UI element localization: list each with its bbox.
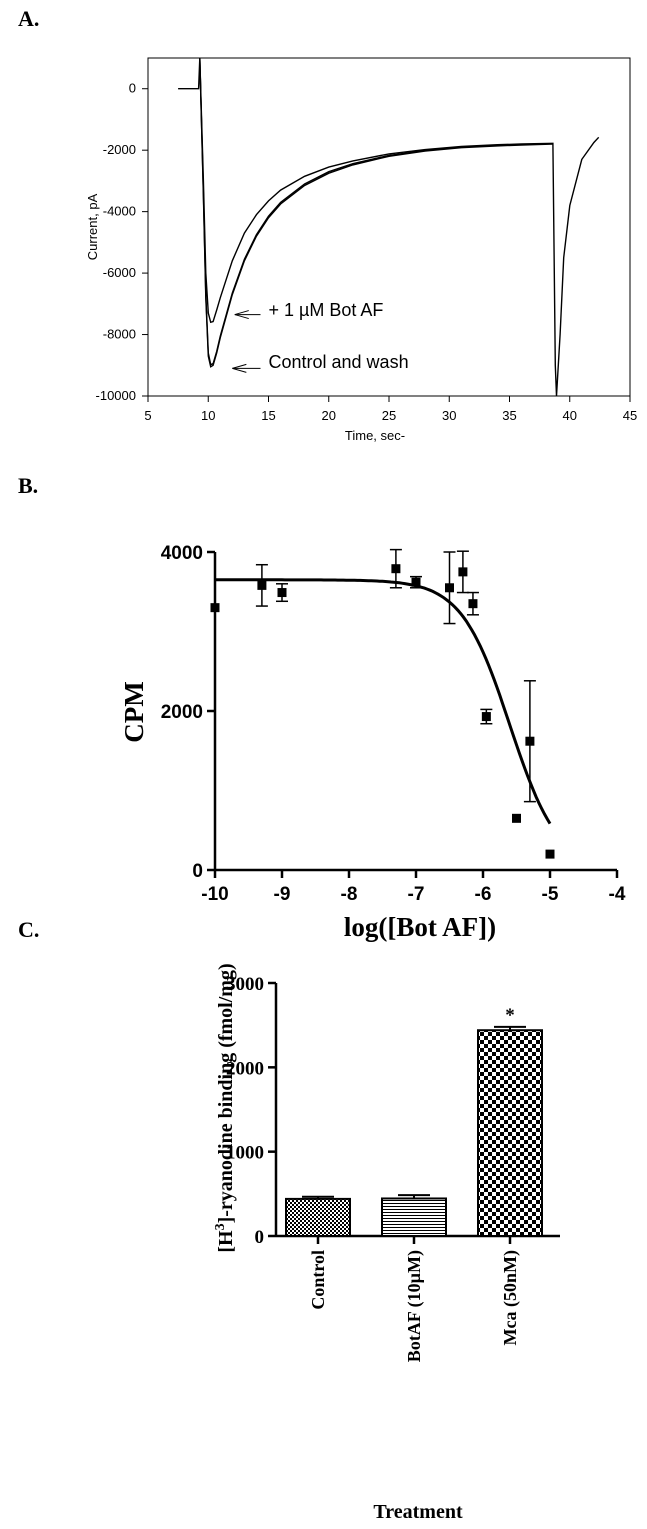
chart-c-y-ticks: 0 1000 2000 3000 xyxy=(226,974,276,1248)
a-x-tick-label: 20 xyxy=(322,408,336,423)
a-x-tick-label: 40 xyxy=(563,408,577,423)
a-y-tick-label: -6000 xyxy=(103,265,136,280)
a-x-tick-label: 35 xyxy=(502,408,516,423)
a-x-tick-label: 45 xyxy=(623,408,637,423)
a-annotation-text: + 1 µM Bot AF xyxy=(269,300,384,320)
b-data-point xyxy=(481,712,491,722)
b-y-tick-label: 4000 xyxy=(161,543,203,564)
chart-a-y-ticks: 0 -2000 -4000 -6000 -8000 -10000 xyxy=(96,81,148,403)
chart-c-y-axis-label: [H3]-ryanodine binding (fmol/mg) xyxy=(213,963,237,1252)
chart-c-category-labels: Control BotAF (10µM) Mca (50nM) xyxy=(308,1236,521,1362)
a-x-tick-label: 5 xyxy=(144,408,151,423)
a-x-tick-label: 25 xyxy=(382,408,396,423)
chart-a-frame xyxy=(147,57,631,397)
chart-c-bars-group: * xyxy=(285,1005,543,1238)
chart-c-ryanodine-binding: 0 1000 2000 3000 * Control BotAF (10µM) Mca (… xyxy=(213,963,560,1523)
chart-b-x-axis-label: log([Bot AF]) xyxy=(344,912,496,942)
a-arrow-head xyxy=(234,310,249,320)
b-data-point xyxy=(210,603,220,613)
b-data-point xyxy=(277,588,287,598)
c-y-tick-label: 3000 xyxy=(226,974,264,995)
b-data-point xyxy=(512,813,521,823)
a-x-tick-label: 15 xyxy=(261,408,275,423)
b-x-tick-label: -9 xyxy=(274,884,291,905)
c-category-label: BotAF (10µM) xyxy=(404,1250,425,1362)
a-y-tick-label: -2000 xyxy=(103,142,136,157)
b-data-point xyxy=(445,583,454,593)
c-y-tick-label: 1000 xyxy=(226,1143,264,1164)
b-data-point xyxy=(458,567,468,577)
chart-a-x-axis-label: Time, sec- xyxy=(345,428,405,443)
c-y-tick-label: 2000 xyxy=(226,1058,264,1079)
panel-label-a: A. xyxy=(18,6,39,31)
a-y-tick-label: 0 xyxy=(129,81,136,96)
c-significance-star: * xyxy=(505,1005,515,1026)
a-x-tick-label: 10 xyxy=(201,408,215,423)
b-x-tick-label: -5 xyxy=(542,884,559,905)
b-x-tick-label: -7 xyxy=(408,884,425,905)
chart-b-points-group xyxy=(210,548,555,859)
b-data-point xyxy=(545,849,555,859)
chart-c-x-axis-label: Treatment xyxy=(373,1501,463,1523)
a-y-tick-label: -10000 xyxy=(96,388,136,403)
a-y-tick-label: -4000 xyxy=(103,204,136,219)
b-fit-curve xyxy=(215,578,552,825)
c-y-tick-label: 0 xyxy=(255,1227,265,1248)
chart-b-x-ticks: -10 -9 -8 -7 -6 -5 -4 xyxy=(201,870,626,905)
panel-label-b: B. xyxy=(18,473,38,498)
c-bar xyxy=(477,1029,543,1238)
c-bar xyxy=(381,1197,447,1238)
a-annotation-text: Control and wash xyxy=(269,352,409,372)
b-x-tick-label: -6 xyxy=(475,884,492,905)
a-y-tick-label: -8000 xyxy=(103,327,136,342)
chart-a-series-group xyxy=(178,57,600,397)
c-bar xyxy=(285,1197,351,1237)
a-current-trace xyxy=(178,57,600,397)
b-data-point xyxy=(411,577,421,587)
a-current-trace xyxy=(199,57,553,366)
c-category-label: Control xyxy=(308,1250,328,1310)
b-y-tick-label: 2000 xyxy=(161,702,203,723)
a-x-tick-label: 30 xyxy=(442,408,456,423)
chart-a-y-axis-label: Current, pA xyxy=(85,193,100,260)
chart-b-y-axis-label: CPM xyxy=(119,681,149,742)
b-data-point xyxy=(257,580,267,590)
b-x-tick-label: -4 xyxy=(609,884,626,905)
chart-a-annotations: + 1 µM Bot AF Control and wash xyxy=(232,300,409,373)
b-x-tick-label: -10 xyxy=(201,884,228,905)
b-data-point xyxy=(468,599,478,609)
chart-b-y-ticks: 0 2000 4000 xyxy=(161,543,215,882)
c-category-label: Mca (50nM) xyxy=(500,1250,521,1345)
b-data-point xyxy=(391,564,401,574)
a-current-trace xyxy=(199,57,553,368)
panel-label-c: C. xyxy=(18,917,39,942)
chart-a-x-ticks: 5 10 15 20 25 30 35 40 45 xyxy=(144,396,637,423)
b-x-tick-label: -8 xyxy=(341,884,358,905)
chart-a-current-trace: 0 -2000 -4000 -6000 -8000 -10000 5 10 15 20 25 30 3… xyxy=(85,57,637,443)
b-data-point xyxy=(525,736,535,746)
a-arrow-head xyxy=(232,363,247,373)
b-y-tick-label: 0 xyxy=(192,861,203,882)
chart-b-fit-group xyxy=(215,578,552,825)
